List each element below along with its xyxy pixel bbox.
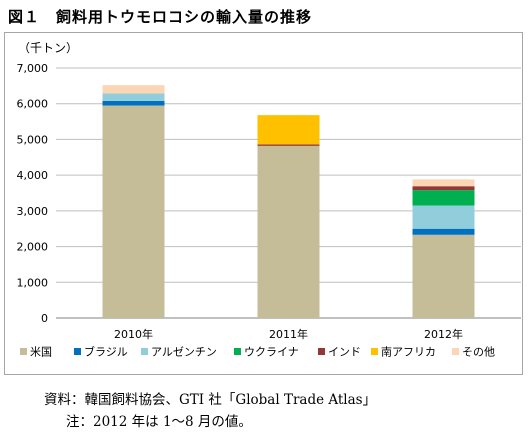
legend: 米国 ブラジル アルゼンチン ウクライナ インド 南アフリカ その他 — [20, 345, 495, 359]
bar-segment — [412, 179, 475, 187]
legend-swatch — [20, 348, 27, 355]
bar-segment — [257, 145, 320, 318]
legend-label: 米国 — [30, 346, 52, 359]
bar-segment — [412, 190, 475, 206]
bar-segment — [412, 234, 475, 318]
legend-label: アルゼンチン — [151, 346, 217, 359]
bar-segment — [102, 93, 165, 101]
bar-segment — [412, 186, 475, 191]
bar-segment — [102, 85, 165, 94]
legend-swatch — [318, 348, 325, 355]
bar-segment — [102, 100, 165, 106]
x-tick-label: 2011年 — [269, 327, 308, 341]
x-tick-label: 2010年 — [114, 327, 153, 341]
legend-swatch — [452, 348, 459, 355]
y-tick-label: 7,000 — [17, 62, 49, 75]
legend-label: その他 — [462, 346, 495, 359]
y-tick-label: 4,000 — [17, 169, 49, 182]
legend-swatch — [234, 348, 241, 355]
legend-label: 南アフリカ — [381, 346, 436, 359]
bar-segment — [257, 115, 320, 145]
y-tick-label: 2,000 — [17, 241, 49, 254]
bar-segment — [257, 144, 320, 146]
x-tick-labels: 2010年 2011年 2012年 — [114, 327, 463, 341]
y-tick-label: 0 — [41, 312, 48, 325]
footnote: 注：2012 年は 1～8 月の値。 — [66, 414, 252, 430]
bars — [102, 85, 475, 318]
y-tick-label: 5,000 — [17, 133, 49, 146]
y-tick-label: 1,000 — [17, 276, 49, 289]
y-tick-labels: 0 1,000 2,000 3,000 4,000 5,000 6,000 7,000 — [17, 62, 49, 325]
legend-swatch — [371, 348, 378, 355]
figure-title: 図１ 飼料用トウモロコシの輸入量の推移 — [8, 8, 313, 26]
x-tick-label: 2012年 — [424, 327, 463, 341]
legend-label: インド — [328, 346, 361, 359]
y-axis-label: （千トン） — [18, 41, 78, 55]
y-tick-label: 3,000 — [17, 205, 49, 218]
chart-frame — [4, 32, 523, 375]
legend-label: ブラジル — [84, 345, 128, 359]
bar-segment — [412, 228, 475, 235]
source-note: 資料：韓国飼料協会、GTI 社「Global Trade Atlas」 — [44, 392, 377, 408]
legend-swatch — [141, 348, 148, 355]
legend-swatch — [74, 348, 81, 355]
legend-label: ウクライナ — [244, 346, 299, 359]
bar-segment — [102, 105, 165, 318]
bar-segment — [412, 205, 475, 229]
y-tick-label: 6,000 — [17, 98, 49, 111]
stacked-bar-chart: （千トン） 0 1,000 2,000 3,000 4,000 5,000 6,000 7,0… — [17, 41, 521, 359]
